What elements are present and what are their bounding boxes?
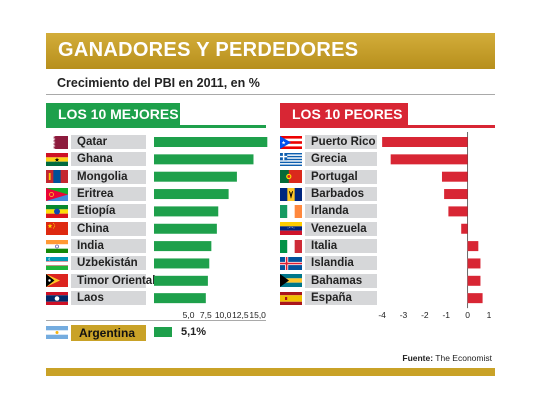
tick-label: 7,5: [200, 310, 212, 320]
mongolia-bar: [154, 171, 237, 182]
qatar-flag-icon: [46, 135, 68, 149]
ghana-flag-icon: [46, 152, 68, 166]
title-bar: GANADORES Y PERDEDORES: [46, 33, 495, 69]
tick-label: 12,5: [232, 310, 249, 320]
barbados-bar: [444, 189, 468, 200]
italia-flag-icon: [280, 239, 302, 253]
country-label: España: [305, 291, 377, 306]
puerto-rico-bar: [382, 137, 468, 147]
ghana-bar: [154, 154, 254, 165]
argentina-label: Argentina: [71, 325, 146, 341]
tick-label: 5,0: [183, 310, 195, 320]
tick-label: -4: [378, 310, 386, 320]
country-label: India: [71, 239, 146, 254]
country-label: Venezuela: [305, 221, 377, 236]
argentina-bar: [154, 327, 172, 337]
country-label: Irlanda: [305, 204, 377, 219]
country-label: Puerto Rico: [305, 135, 377, 149]
espana-flag-icon: [280, 291, 302, 305]
islandia-flag-icon: [280, 256, 302, 270]
tick-label: -2: [421, 310, 429, 320]
country-label: Grecia: [305, 152, 377, 167]
country-label: Mongolia: [71, 169, 146, 184]
country-label: China: [71, 221, 146, 236]
china-flag-icon: [46, 222, 68, 236]
italia-bar: [467, 241, 479, 252]
mongolia-flag-icon: [46, 170, 68, 184]
china-bar: [154, 223, 217, 234]
page-title: GANADORES Y PERDEDORES: [58, 39, 359, 61]
country-label: Portugal: [305, 169, 377, 184]
grecia-bar: [390, 154, 468, 165]
tick-label: -3: [400, 310, 408, 320]
islandia-bar: [467, 258, 481, 269]
timor-oriental-bar: [154, 275, 208, 286]
source-label: Fuente:: [402, 353, 434, 363]
portugal-bar: [441, 171, 468, 182]
best-section-line: [46, 125, 266, 128]
puerto-rico-flag-icon: [280, 135, 302, 149]
eritrea-bar: [154, 189, 229, 200]
country-label: Uzbekistán: [71, 256, 146, 271]
best-section-tab: LOS 10 MEJORES: [46, 103, 180, 126]
country-label: Bahamas: [305, 273, 377, 288]
timor-oriental-flag-icon: [46, 274, 68, 288]
irlanda-flag-icon: [280, 204, 302, 218]
india-flag-icon: [46, 239, 68, 253]
portugal-flag-icon: [280, 170, 302, 184]
uzbekistan-bar: [154, 258, 210, 269]
grecia-flag-icon: [280, 152, 302, 166]
best-section-title: LOS 10 MEJORES: [58, 106, 179, 122]
eritrea-flag-icon: [46, 187, 68, 201]
venezuela-bar: [461, 223, 468, 234]
tick-label: 1: [487, 310, 492, 320]
laos-bar: [154, 293, 206, 304]
etiopia-bar: [154, 206, 219, 217]
subtitle-divider: [46, 94, 495, 95]
qatar-bar: [154, 137, 268, 147]
source-text: The Economist: [435, 353, 492, 363]
country-label: Ghana: [71, 152, 146, 167]
espana-bar: [467, 293, 483, 304]
tick-label: 0: [465, 310, 470, 320]
country-label: Laos: [71, 291, 146, 306]
argentina-value: 5,1%: [181, 326, 207, 338]
country-label: Italia: [305, 239, 377, 254]
source-note: Fuente: The Economist: [402, 353, 492, 363]
worst-section-line: [280, 125, 495, 128]
bottom-bar: [46, 368, 495, 376]
barbados-flag-icon: [280, 187, 302, 201]
chart-subtitle: Crecimiento del PBI en 2011, en %: [57, 76, 260, 90]
venezuela-flag-icon: [280, 222, 302, 236]
laos-flag-icon: [46, 291, 68, 305]
bahamas-bar: [467, 275, 481, 286]
country-label: Timor Oriental: [71, 273, 155, 288]
country-label: Etiopía: [71, 204, 146, 219]
etiopia-flag-icon: [46, 204, 68, 218]
india-bar: [154, 241, 212, 252]
worst-section-title: LOS 10 PEORES: [292, 106, 403, 122]
country-label: Eritrea: [71, 187, 146, 202]
tick-label: 10,0: [215, 310, 232, 320]
tick-label: 15,0: [249, 310, 266, 320]
worst-section-tab: LOS 10 PEORES: [280, 103, 408, 126]
uzbekistan-flag-icon: [46, 256, 68, 270]
argentina-flag-icon: [46, 326, 68, 339]
bahamas-flag-icon: [280, 274, 302, 288]
country-label: Barbados: [305, 187, 377, 202]
country-label: Qatar: [71, 135, 146, 149]
country-label: Islandia: [305, 256, 377, 271]
tick-label: -1: [442, 310, 450, 320]
irlanda-bar: [448, 206, 468, 217]
best-axis-divider: [46, 320, 266, 321]
